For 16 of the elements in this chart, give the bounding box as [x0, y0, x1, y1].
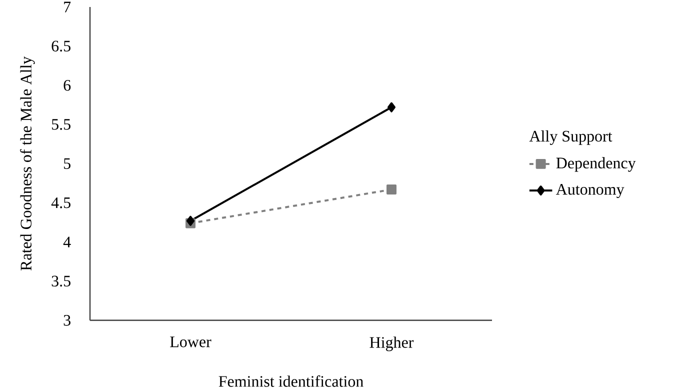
y-tick-label: 6 — [64, 80, 71, 91]
y-tick-label: 4 — [63, 236, 71, 248]
y-axis-title: Rated Goodness of the Male Ally — [20, 56, 35, 270]
legend-label: Autonomy — [556, 184, 624, 198]
legend-title: Ally Support — [529, 130, 612, 145]
y-tick-label: 4.5 — [51, 197, 70, 208]
y-tick-label: 3 — [64, 314, 70, 326]
y-tick-label: 5.5 — [52, 118, 70, 130]
x-axis-title: Feminist identification — [218, 375, 364, 387]
y-tick-label: 3.5 — [52, 276, 70, 286]
y-tick-label: 6.5 — [52, 40, 70, 52]
x-tick-label: Higher — [370, 336, 414, 351]
y-tick-label: 5 — [64, 158, 70, 169]
legend-label: Dependency — [556, 157, 636, 172]
y-tick-label: 7 — [64, 2, 71, 12]
x-tick-label: Lower — [170, 336, 212, 348]
